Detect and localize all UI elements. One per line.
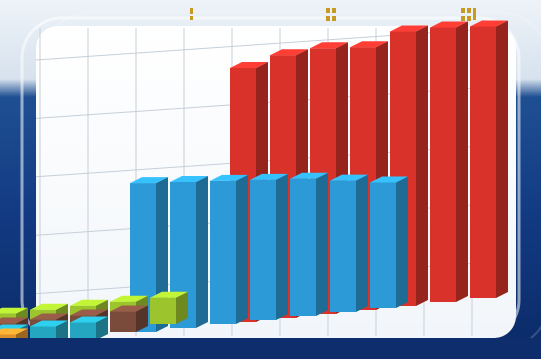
bar-top [350,41,388,48]
bar [330,174,368,312]
bar-side [96,316,108,340]
bar-front [430,27,456,303]
bar-top [290,172,328,179]
bar [290,172,328,316]
bar-top [30,313,68,320]
bar-front [150,297,176,324]
bar-side [356,174,368,312]
bar-top [390,25,428,32]
bar-top [250,173,288,180]
bar [370,176,408,308]
bar-side [136,305,148,332]
bar-side [196,176,208,328]
bar [70,316,108,340]
bar-front [250,179,276,320]
bar-top [470,20,508,27]
bar-top [0,317,28,324]
bar-top [170,176,208,182]
bar-top [310,42,348,49]
bar-top [30,320,68,327]
top-glyphs [190,8,476,21]
bar-front [370,182,396,308]
glyph-icon [190,8,193,20]
bar-top [130,177,168,184]
bar-side [276,173,288,320]
bottom-band [0,338,541,359]
bar-side [236,174,248,324]
bar-top [230,61,268,68]
bar-side [396,176,408,308]
bar-front [110,311,136,332]
bar-top [150,291,188,298]
bar-front [330,180,356,312]
bar-top [430,21,468,28]
bar-top [330,174,368,181]
bar-side [496,20,508,298]
bar-top [110,305,148,312]
bar-side [316,172,328,316]
bar-front [210,180,236,324]
bar-top [70,316,108,323]
bar [250,173,288,320]
bar-top [0,307,28,314]
bar-top [70,299,108,306]
bar-top [270,49,308,56]
bar-side [456,21,468,303]
bar-top [0,328,28,335]
bar-top [370,176,408,183]
bar-front [290,178,316,316]
bar-top [210,174,248,181]
bar-top [110,295,148,302]
bar-side [176,291,188,324]
bar [470,20,508,298]
bar [150,291,188,324]
glyph-icon [326,8,336,21]
glyph-icon [461,8,476,21]
bar-side [416,25,428,307]
bar [110,305,148,332]
bar [210,174,248,324]
bar-top [70,309,108,316]
bar-top [30,303,68,310]
bar [430,21,468,303]
bar-front [470,26,496,298]
bar-front [70,322,96,340]
